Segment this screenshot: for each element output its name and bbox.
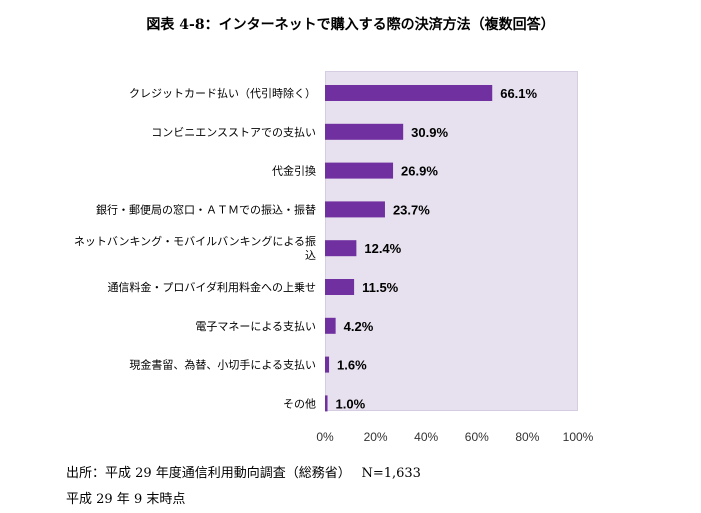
value-label: 11.5% <box>362 280 399 295</box>
category-label: その他 <box>283 397 316 410</box>
date-note: 平成 29 年 9 末時点 <box>66 492 186 507</box>
x-tick-label: 20% <box>364 430 388 444</box>
bar <box>325 317 336 334</box>
chart-title: 図表 4-8：インターネットで購入する際の決済方法（複数回答） <box>146 17 555 33</box>
bar <box>325 201 385 218</box>
value-label: 1.6% <box>337 358 367 373</box>
value-label: 30.9% <box>411 125 448 140</box>
x-tick-label: 100% <box>563 430 594 444</box>
category-label: 代金引換 <box>272 164 316 178</box>
source-note: 出所：平成 29 年度通信利用動向調査（総務省） N=1,633 <box>66 466 421 481</box>
value-labels: 66.1% 30.9% 26.9% 23.7% 12.4% 11.5% 4.2% 1.6% 1.… <box>336 86 538 411</box>
value-label: 26.9% <box>401 164 438 179</box>
category-label: 現金書留、為替、小切手による支払い <box>129 358 316 372</box>
bars <box>325 85 493 412</box>
x-tick-label: 60% <box>465 430 489 444</box>
value-label: 4.2% <box>344 319 374 334</box>
category-label: 銀行・郵便局の窓口・ＡＴＭでの振込・振替 <box>96 202 316 216</box>
category-labels: クレジットカード払い（代引時除く） コンビニエンスストアでの支払い代金引換銀行・郵… <box>74 86 316 410</box>
x-axis-ticks: 0% 20% 40% 60% 80% 100% <box>316 430 593 444</box>
value-label: 1.0% <box>336 396 366 411</box>
bar <box>325 85 493 101</box>
bar <box>325 279 355 295</box>
bar <box>325 162 394 179</box>
category-label: 電子マネーによる支払い <box>195 319 316 333</box>
value-label: 23.7% <box>393 202 430 217</box>
bar <box>325 240 357 257</box>
category-label: コンビニエンスストアでの支払い <box>151 125 316 139</box>
category-label: クレジットカード払い（代引時除く） <box>129 86 316 100</box>
x-tick-label: 0% <box>316 430 334 444</box>
bar <box>325 395 328 412</box>
x-tick-label: 40% <box>414 430 438 444</box>
bar <box>325 123 404 140</box>
bar <box>325 356 330 373</box>
x-tick-label: 80% <box>515 430 539 444</box>
value-label: 12.4% <box>364 241 401 256</box>
category-label: ネットバンキング・モバイルバンキングによる振込 <box>74 234 316 262</box>
category-label: 通信料金・プロバイダ利用料金への上乗せ <box>107 280 316 294</box>
value-label: 66.1% <box>500 86 537 101</box>
